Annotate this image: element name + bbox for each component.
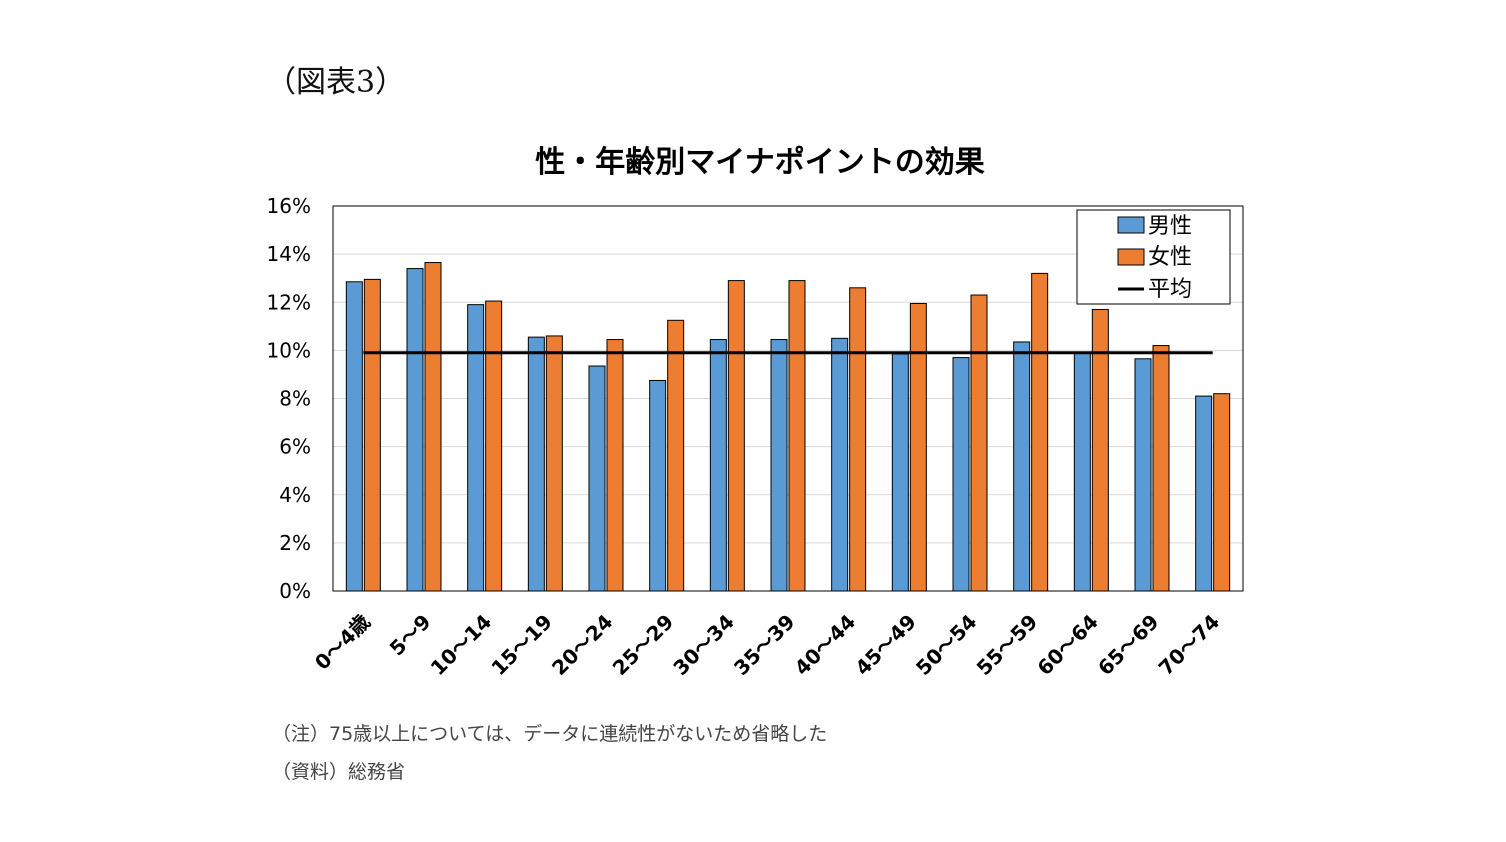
- female-bar: [486, 301, 502, 591]
- x-tick-label: 45～49: [850, 610, 920, 680]
- male-bar: [1196, 396, 1212, 591]
- x-tick-label: 20～24: [547, 610, 617, 680]
- female-bar: [789, 281, 805, 591]
- female-bar: [850, 288, 866, 591]
- male-bar: [892, 354, 908, 591]
- source-note: （資料）総務省: [272, 757, 405, 784]
- legend-female-swatch: [1118, 249, 1144, 265]
- x-tick-label: 60～64: [1032, 610, 1102, 680]
- x-tick-label: 15～19: [486, 610, 556, 680]
- male-bar: [468, 305, 484, 591]
- female-bar: [425, 263, 441, 591]
- female-bar: [1153, 346, 1169, 591]
- male-bar: [953, 358, 969, 591]
- male-bar: [771, 340, 787, 591]
- female-bar: [910, 303, 926, 591]
- y-tick-label: 8%: [279, 387, 311, 411]
- bars: [346, 263, 1229, 591]
- x-tick-label: 5～9: [385, 610, 436, 661]
- female-bar: [668, 320, 684, 591]
- chart-title: 性・年齢別マイナポイントの効果: [535, 145, 984, 180]
- y-tick-label: 0%: [279, 579, 311, 603]
- y-tick-label: 16%: [267, 194, 311, 218]
- female-bar: [546, 336, 562, 591]
- male-bar: [832, 338, 848, 591]
- male-bar: [1074, 353, 1090, 591]
- y-tick-label: 10%: [267, 338, 311, 362]
- x-axis-ticks: 0～4歳 5～910～1415～1920～2425～2930～3435～3940～…: [310, 610, 1224, 680]
- male-bar: [710, 340, 726, 591]
- x-tick-label: 10～14: [426, 610, 496, 680]
- male-bar: [1135, 359, 1151, 591]
- x-tick-label: 50～54: [911, 610, 981, 680]
- legend-male-label: 男性: [1148, 214, 1192, 239]
- legend-female-label: 女性: [1148, 245, 1192, 270]
- female-bar: [1214, 394, 1230, 591]
- legend: 男性 女性 平均: [1077, 210, 1230, 304]
- y-tick-label: 2%: [279, 531, 311, 555]
- female-bar: [364, 279, 380, 591]
- x-tick-label: 0～4歳: [310, 610, 375, 675]
- x-tick-label: 55～59: [972, 610, 1042, 680]
- female-bar: [971, 295, 987, 591]
- male-bar: [528, 337, 544, 591]
- male-bar: [346, 282, 362, 591]
- male-bar: [650, 380, 666, 591]
- x-tick-label: 25～29: [608, 610, 678, 680]
- x-tick-label: 70～74: [1154, 610, 1224, 680]
- female-bar: [728, 281, 744, 591]
- y-axis-ticks: 0% 2% 4% 6% 8% 10% 12% 14% 16%: [267, 194, 311, 603]
- x-tick-label: 30～34: [668, 610, 738, 680]
- male-bar: [1014, 342, 1030, 591]
- male-bar: [407, 269, 423, 591]
- y-tick-label: 14%: [267, 242, 311, 266]
- male-bar: [589, 366, 605, 591]
- x-tick-label: 35～39: [729, 610, 799, 680]
- y-tick-label: 6%: [279, 435, 311, 459]
- female-bar: [607, 340, 623, 591]
- y-tick-label: 4%: [279, 483, 311, 507]
- y-tick-label: 12%: [267, 290, 311, 314]
- x-tick-label: 40～44: [790, 610, 860, 680]
- x-tick-label: 65～69: [1093, 610, 1163, 680]
- female-bar: [1032, 273, 1048, 591]
- legend-average-label: 平均: [1148, 277, 1192, 302]
- legend-male-swatch: [1118, 217, 1144, 233]
- footnote: （注）75歳以上については、データに連続性がないため省略した: [272, 719, 827, 746]
